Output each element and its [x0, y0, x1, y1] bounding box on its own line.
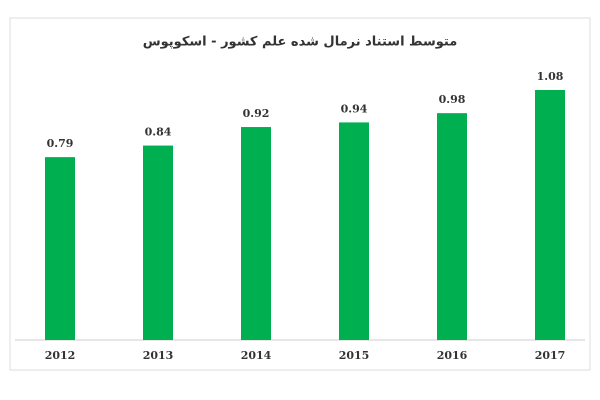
chart-title: متوسط استناد نرمال شده علم کشور - اسکوپو…	[143, 35, 458, 50]
bar	[339, 122, 369, 340]
data-label: 0.98	[439, 93, 466, 106]
bar	[241, 127, 271, 340]
x-tick-label: 2016	[437, 349, 468, 362]
data-label: 0.84	[145, 126, 172, 139]
data-label: 1.08	[537, 70, 564, 83]
x-tick-label: 2015	[339, 349, 370, 362]
x-tick-label: 2017	[535, 349, 566, 362]
x-tick-label: 2013	[143, 349, 174, 362]
data-label: 0.92	[243, 107, 270, 120]
x-tick-label: 2012	[45, 349, 76, 362]
bar	[143, 145, 173, 340]
bar	[45, 157, 75, 340]
x-tick-label: 2014	[241, 349, 272, 362]
bar	[535, 90, 565, 340]
data-label: 0.94	[341, 102, 368, 115]
chart-frame	[9, 17, 591, 371]
bar	[437, 113, 467, 340]
data-label: 0.79	[47, 137, 74, 150]
